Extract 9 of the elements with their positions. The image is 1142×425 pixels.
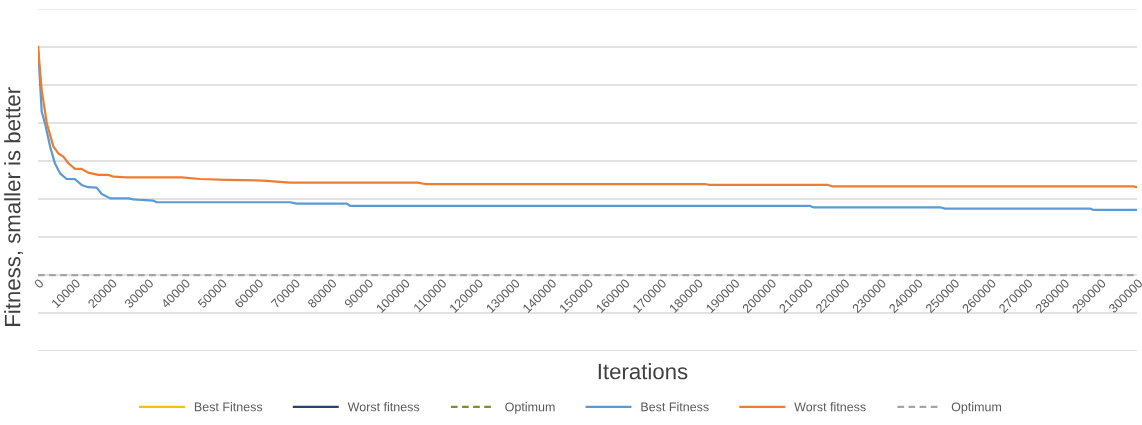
legend-label: Optimum — [505, 402, 555, 414]
legend-label: Worst fitness — [794, 402, 866, 412]
legend-label: Optimum — [951, 402, 1002, 414]
legend-label: Best Fitness — [641, 402, 709, 412]
y-axis-title: Fitness, smaller is better — [4, 87, 24, 326]
x-axis-title: Iterations — [598, 363, 688, 380]
legend-label: Best Fitness — [194, 402, 263, 412]
x-tick-label: 0 — [33, 278, 45, 289]
legend-label: Worst fitness — [347, 402, 420, 412]
